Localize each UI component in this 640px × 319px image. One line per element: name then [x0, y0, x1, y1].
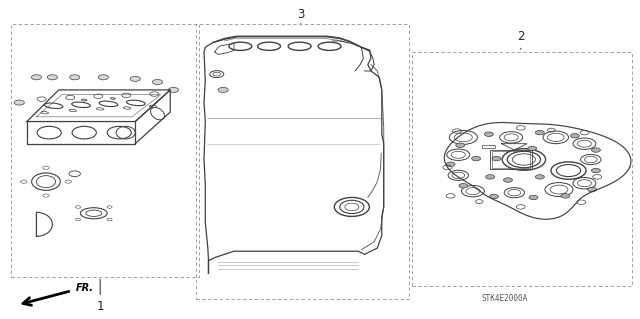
- Circle shape: [446, 162, 455, 167]
- Text: 1: 1: [97, 279, 104, 313]
- Circle shape: [31, 75, 42, 80]
- Ellipse shape: [81, 99, 87, 101]
- Circle shape: [490, 194, 499, 199]
- Circle shape: [14, 100, 24, 105]
- Circle shape: [484, 132, 493, 137]
- Ellipse shape: [111, 98, 115, 99]
- Circle shape: [70, 75, 80, 80]
- Circle shape: [130, 76, 140, 81]
- Bar: [490, 150, 532, 169]
- Circle shape: [459, 183, 468, 188]
- Circle shape: [486, 175, 495, 179]
- Text: 2: 2: [517, 30, 524, 49]
- Circle shape: [168, 87, 179, 93]
- Circle shape: [529, 195, 538, 200]
- Circle shape: [591, 168, 600, 173]
- Circle shape: [591, 148, 600, 152]
- Text: STK4E2000A: STK4E2000A: [482, 294, 528, 303]
- Bar: [11, 24, 199, 277]
- Circle shape: [472, 156, 481, 161]
- Circle shape: [570, 134, 579, 138]
- Circle shape: [536, 175, 544, 179]
- Bar: [196, 24, 409, 299]
- Circle shape: [218, 87, 228, 93]
- Circle shape: [504, 178, 513, 182]
- Circle shape: [588, 187, 596, 192]
- Circle shape: [152, 79, 163, 85]
- Circle shape: [47, 75, 58, 80]
- Circle shape: [456, 143, 465, 147]
- Bar: [492, 151, 530, 168]
- Circle shape: [561, 194, 570, 198]
- Circle shape: [536, 130, 544, 135]
- Circle shape: [528, 146, 537, 151]
- Circle shape: [492, 156, 501, 161]
- Text: FR.: FR.: [76, 283, 94, 293]
- Circle shape: [99, 75, 108, 80]
- Text: 3: 3: [297, 8, 305, 24]
- Bar: [483, 145, 495, 148]
- Bar: [412, 52, 632, 286]
